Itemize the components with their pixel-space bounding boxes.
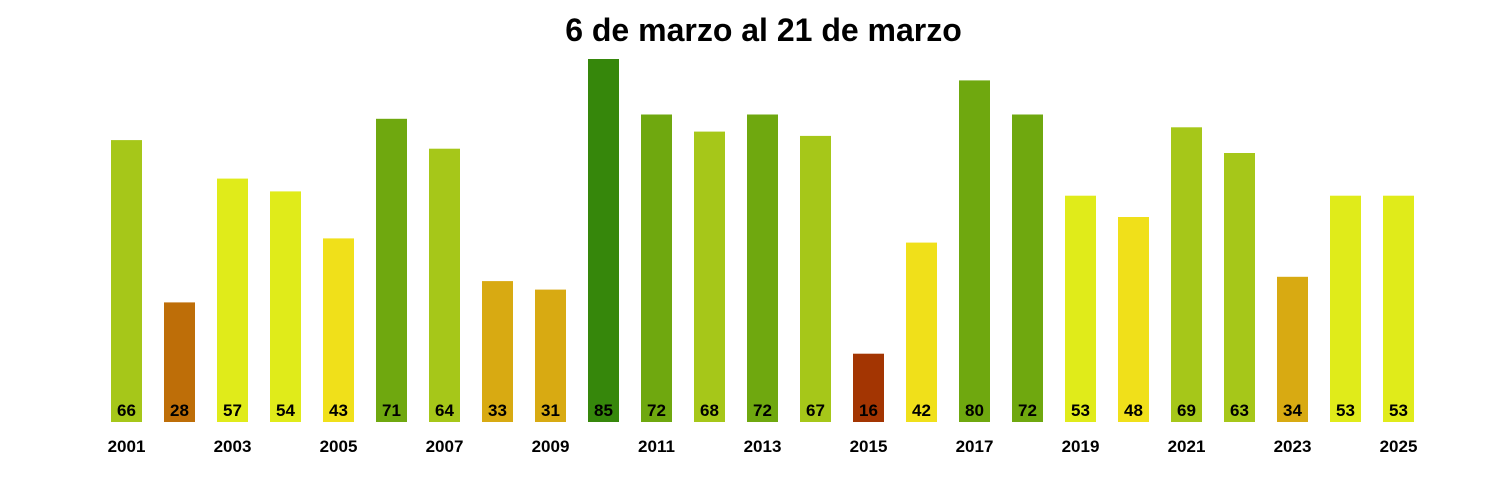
value-label-2019: 53 [1071,401,1090,420]
bar-2012 [694,131,725,422]
value-label-2018: 72 [1018,401,1037,420]
bar-2016 [906,242,937,422]
value-label-2015: 16 [859,401,878,420]
bars-group [111,59,1414,423]
value-label-2020: 48 [1124,401,1143,420]
value-label-2007: 64 [435,401,454,420]
bar-2015 [853,353,884,422]
value-label-2008: 33 [488,401,507,420]
bar-2018 [1012,114,1043,422]
bar-2008 [482,281,513,422]
chart-title: 6 de marzo al 21 de marzo [565,12,962,48]
value-label-2025: 53 [1389,401,1408,420]
bar-2002 [164,302,195,422]
value-label-2013: 72 [753,401,772,420]
value-label-2021: 69 [1177,401,1196,420]
x-tick-label-2019: 2019 [1062,437,1100,456]
x-tick-label-2001: 2001 [108,437,146,456]
x-tick-label-2013: 2013 [744,437,782,456]
value-label-2023: 34 [1283,401,1302,420]
bar-2003 [217,178,248,422]
x-tick-label-2005: 2005 [320,437,358,456]
value-label-2017: 80 [965,401,984,420]
value-label-2005: 43 [329,401,348,420]
bar-2001 [111,140,142,422]
x-tick-label-2007: 2007 [426,437,464,456]
value-label-2001: 66 [117,401,136,420]
x-tick-label-2003: 2003 [214,437,252,456]
x-tick-label-2023: 2023 [1274,437,1312,456]
bar-2007 [429,148,460,422]
x-tick-label-2025: 2025 [1380,437,1418,456]
x-tick-label-2015: 2015 [850,437,888,456]
value-label-2004: 54 [276,401,295,420]
x-tick-label-2009: 2009 [532,437,570,456]
x-axis-labels: 2001 2003 2005 2007 2009 2011 2013 2015 2017 2019… [108,437,1418,456]
value-labels-group: 66 28 57 54 43 71 64 33 31 85 72 68 72 67 16 42 80 72 53 48… [117,401,1408,420]
value-label-2002: 28 [170,401,189,420]
x-tick-label-2017: 2017 [956,437,994,456]
value-label-2010: 85 [594,401,613,420]
value-label-2014: 67 [806,401,825,420]
bar-2013 [747,114,778,422]
value-label-2003: 57 [223,401,242,420]
value-label-2016: 42 [912,401,931,420]
bar-2021 [1171,127,1202,423]
bar-2022 [1224,153,1255,422]
x-tick-label-2021: 2021 [1168,437,1206,456]
value-label-2024: 53 [1336,401,1355,420]
value-label-2022: 63 [1230,401,1249,420]
x-tick-label-2011: 2011 [638,437,675,456]
bar-2006 [376,118,407,423]
bar-2017 [959,80,990,423]
bar-2005 [323,238,354,422]
bar-2020 [1118,217,1149,422]
bar-2025 [1383,195,1414,422]
value-label-2012: 68 [700,401,719,420]
value-label-2009: 31 [541,401,560,420]
bar-2011 [641,114,672,422]
value-label-2006: 71 [382,401,401,420]
bar-2014 [800,135,831,422]
value-label-2011: 72 [647,401,666,420]
bar-2010 [588,59,619,422]
bar-2004 [270,191,301,422]
bar-2023 [1277,276,1308,422]
bar-2024 [1330,195,1361,422]
bar-2019 [1065,195,1096,422]
bar-2009 [535,289,566,422]
